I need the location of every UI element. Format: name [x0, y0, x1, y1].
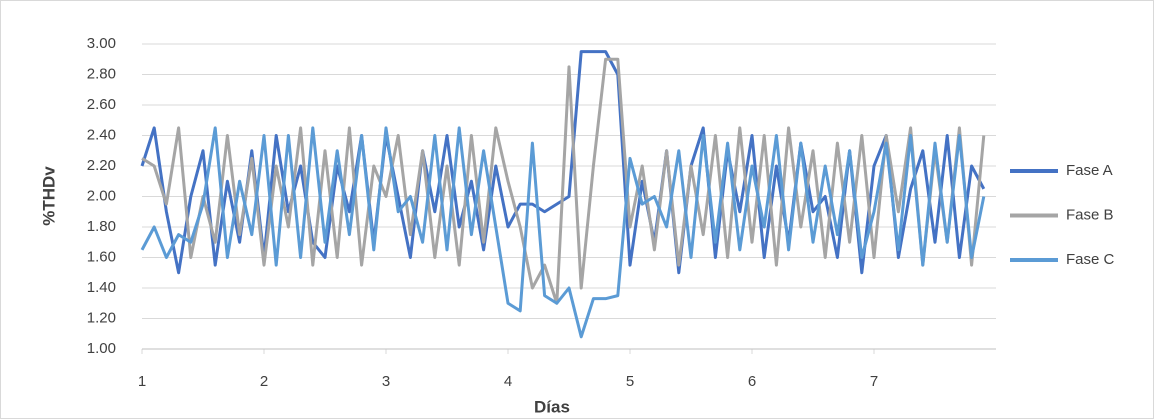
x-tick-label: 4 — [504, 373, 512, 390]
y-axis-title: %THDv — [39, 166, 58, 226]
x-tick-label: 2 — [260, 373, 268, 390]
y-tick-label: 2.80 — [87, 65, 116, 82]
legend-label: Fase C — [1066, 251, 1115, 268]
x-tick-label: 1 — [138, 373, 146, 390]
y-tick-label: 3.00 — [87, 35, 116, 52]
x-axis-title: Días — [534, 397, 570, 416]
x-tick-label: 6 — [748, 373, 756, 390]
y-tick-label: 2.40 — [87, 126, 116, 143]
y-tick-label: 1.60 — [87, 248, 116, 265]
x-tick-label: 3 — [382, 373, 390, 390]
x-tick-label: 7 — [870, 373, 878, 390]
line-series — [140, 126, 986, 339]
y-tick-label: 2.00 — [87, 187, 116, 204]
x-tick-label: 5 — [626, 373, 634, 390]
y-tick-label: 2.20 — [87, 157, 116, 174]
y-tick-label: 1.20 — [87, 309, 116, 326]
y-tick-label: 1.00 — [87, 340, 116, 357]
legend-label: Fase A — [1066, 162, 1113, 179]
y-tick-label: 2.60 — [87, 96, 116, 113]
y-tick-label: 1.80 — [87, 218, 116, 235]
legend-label: Fase B — [1066, 206, 1114, 223]
y-tick-label: 1.40 — [87, 279, 116, 296]
